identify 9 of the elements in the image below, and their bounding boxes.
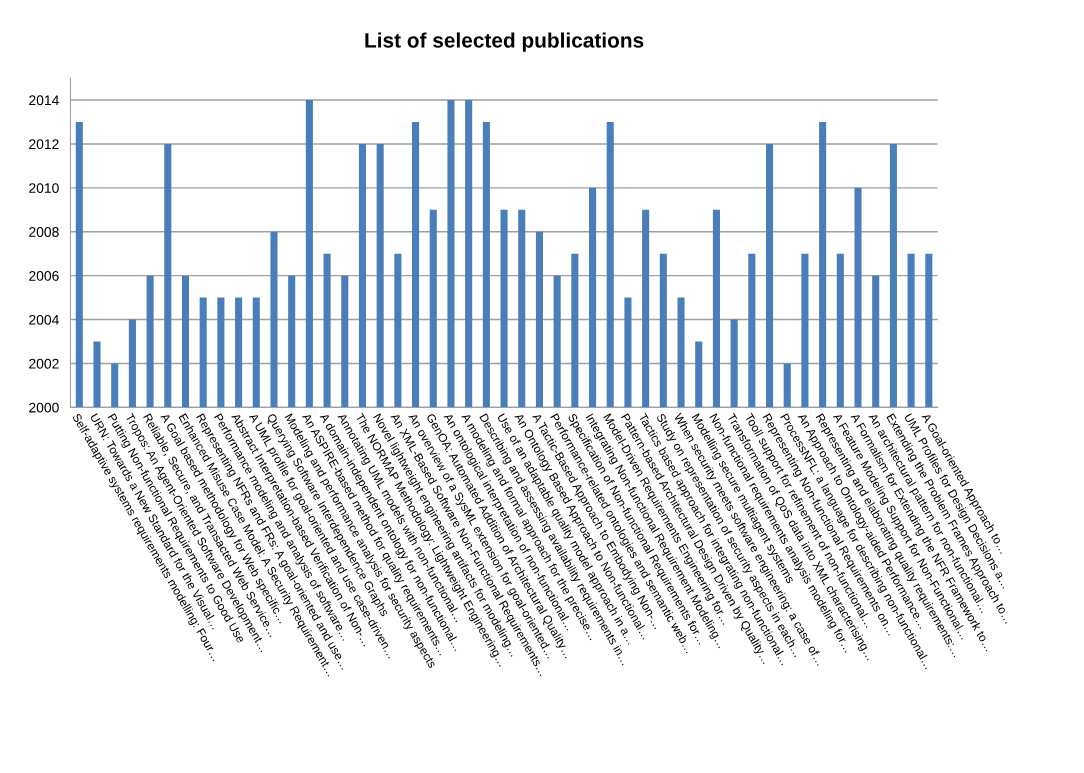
y-tick-label: 2000	[29, 402, 59, 413]
y-tick-label: 2014	[29, 95, 59, 106]
chart-title: List of selected publications	[365, 32, 644, 52]
y-tick-label: 2008	[29, 227, 59, 237]
y-tick-label: 2002	[29, 358, 59, 369]
y-tick-label: 2010	[29, 183, 59, 194]
y-tick-label: 2012	[29, 139, 59, 150]
y-tick-label: 2004	[29, 314, 59, 325]
y-tick-label: 2006	[29, 270, 59, 281]
